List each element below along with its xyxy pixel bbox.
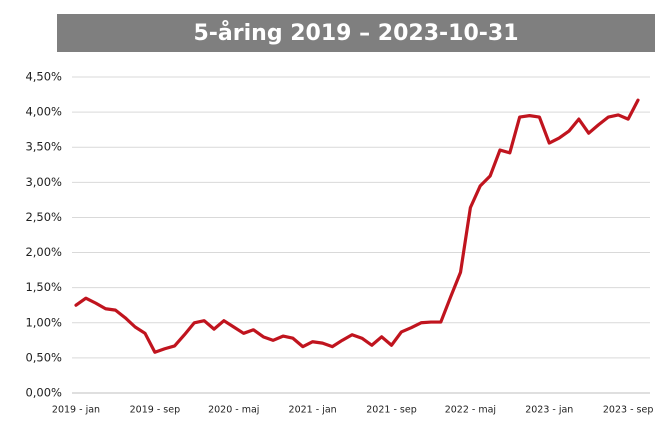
y-tick-label: 2,50% [25,210,62,224]
y-tick-label: 1,00% [25,315,62,329]
x-tick-label: 2019 - jan [52,405,100,416]
line-series [74,98,640,354]
x-tick-label: 2019 - sep [130,405,180,416]
x-tick-label: 2021 - sep [366,405,416,416]
y-tick-label: 0,50% [25,350,62,364]
title-banner [57,14,655,52]
y-tick-label: 2,00% [25,245,62,259]
y-tick-label: 3,00% [25,175,62,189]
x-tick-label: 2023 - jan [525,405,573,416]
y-tick-label: 3,50% [25,140,62,154]
y-tick-label: 1,50% [25,280,62,294]
x-tick-label: 2021 - jan [289,405,337,416]
y-tick-label: 4,00% [25,105,62,119]
y-tick-label: 4,50% [25,70,62,84]
x-tick-label: 2022 - maj [445,405,496,416]
x-tick-label: 2023 - sep [603,405,653,416]
y-tick-label: 0,00% [25,386,62,400]
chart-title: 5-åring 2019 – 2023-10-31 [193,20,518,46]
x-tick-label: 2020 - maj [208,405,259,416]
